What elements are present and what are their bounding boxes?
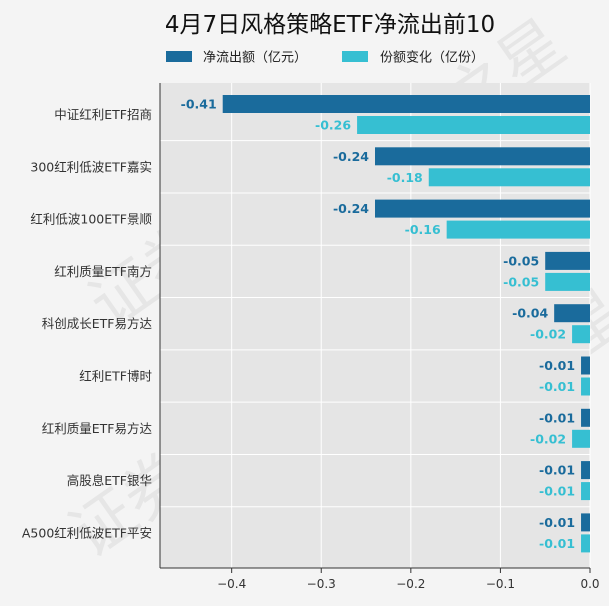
x-tick-label: −0.4 <box>217 577 246 591</box>
value-label-share-change: -0.05 <box>503 274 539 289</box>
value-label-net-outflow: -0.01 <box>539 463 575 478</box>
value-label-share-change: -0.16 <box>405 222 441 237</box>
value-label-net-outflow: -0.41 <box>181 97 217 112</box>
bar-net-outflow <box>375 199 590 218</box>
legend: 净流出额（亿元） 份额变化（亿份） <box>166 50 484 66</box>
bar-net-outflow <box>554 304 590 323</box>
value-label-net-outflow: -0.01 <box>539 410 575 425</box>
value-labels: -0.41 -0.26 -0.24 -0.18 -0.24 -0.16 -0.05 -0.05… <box>181 97 575 551</box>
value-label-net-outflow: -0.04 <box>512 306 548 321</box>
value-label-share-change: -0.18 <box>387 170 423 185</box>
x-tick-label: −0.2 <box>396 577 425 591</box>
bar-net-outflow <box>581 408 590 427</box>
value-label-share-change: -0.02 <box>530 431 566 446</box>
x-tick-label: 0.0 <box>580 577 599 591</box>
legend-swatch-net-outflow <box>166 51 192 62</box>
legend-swatch-share-change <box>342 51 368 62</box>
bar-share-change <box>581 534 590 553</box>
chart-title: 4月7日风格策略ETF净流出前10 <box>165 12 495 38</box>
category-label: 300红利低波ETF嘉实 <box>30 159 152 174</box>
bar-share-change <box>572 429 590 448</box>
value-label-net-outflow: -0.24 <box>333 201 369 216</box>
value-label-share-change: -0.01 <box>539 536 575 551</box>
category-label: 中证红利ETF招商 <box>54 107 152 122</box>
legend-label-share-change: 份额变化（亿份） <box>380 50 484 66</box>
bar-share-change <box>428 168 590 187</box>
bar-share-change <box>581 377 590 396</box>
axes: 中证红利ETF招商 300红利低波ETF嘉实红利低波100ETF景顺红利质量ETF… <box>22 83 600 591</box>
category-label: 高股息ETF银华 <box>67 473 152 488</box>
category-label: A500红利低波ETF平安 <box>22 525 152 540</box>
x-tick-label: −0.1 <box>486 577 515 591</box>
bar-share-change <box>572 325 590 344</box>
value-label-share-change: -0.26 <box>315 118 351 133</box>
value-label-net-outflow: -0.24 <box>333 149 369 164</box>
bar-share-change <box>545 272 590 291</box>
legend-label-net-outflow: 净流出额（亿元） <box>203 51 307 66</box>
bar-share-change <box>446 220 590 239</box>
category-label: 红利质量ETF易方达 <box>42 421 153 436</box>
value-label-share-change: -0.02 <box>530 327 566 342</box>
bar-share-change <box>581 482 590 501</box>
bar-net-outflow <box>581 461 590 480</box>
value-label-net-outflow: -0.01 <box>539 358 575 373</box>
category-label: 红利质量ETF南方 <box>54 264 152 279</box>
bar-net-outflow <box>581 356 590 375</box>
bar-share-change <box>357 116 590 134</box>
bar-net-outflow <box>581 513 590 532</box>
value-label-net-outflow: -0.05 <box>503 253 539 268</box>
value-label-share-change: -0.01 <box>539 484 575 499</box>
bars <box>222 95 591 553</box>
category-label: 红利ETF博时 <box>79 369 152 384</box>
value-label-share-change: -0.01 <box>539 379 575 394</box>
bar-net-outflow <box>222 95 591 113</box>
category-label: 红利低波100ETF景顺 <box>30 212 152 227</box>
bar-net-outflow <box>545 251 590 270</box>
value-label-net-outflow: -0.01 <box>539 515 575 530</box>
bar-net-outflow <box>375 147 590 166</box>
x-tick-label: −0.3 <box>307 577 336 591</box>
category-label: 科创成长ETF易方达 <box>42 316 153 331</box>
